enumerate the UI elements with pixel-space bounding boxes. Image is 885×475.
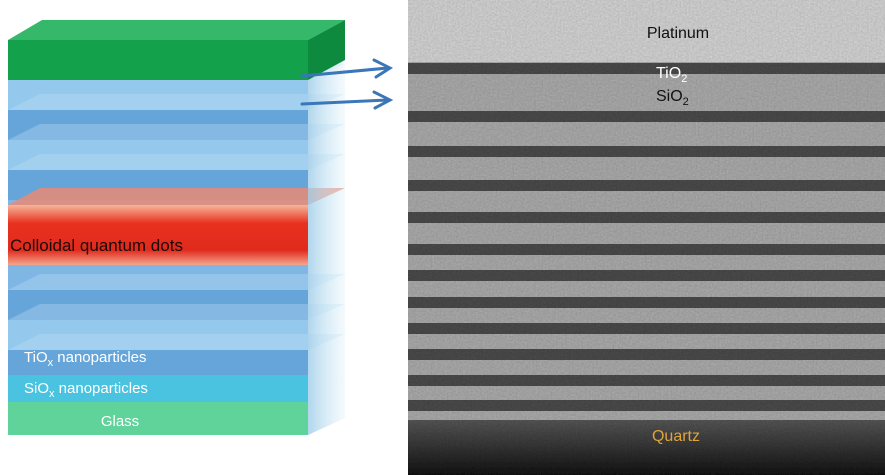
glass-label: Glass <box>101 413 139 430</box>
label-sub: 2 <box>683 96 689 108</box>
quartz-region <box>408 420 885 475</box>
glass-layer <box>8 402 308 435</box>
blue-layer-top <box>8 274 345 290</box>
top-face <box>8 20 345 40</box>
label-base: TiO <box>656 65 681 82</box>
quartz-label: Quartz <box>652 428 700 445</box>
layer-stack <box>8 20 345 435</box>
dark-stripe <box>408 244 885 255</box>
dark-stripe <box>408 323 885 334</box>
blue-layer-top <box>8 154 345 170</box>
dark-stripe <box>408 270 885 281</box>
blue-layer-top <box>8 124 345 140</box>
label-rest: nanoparticles <box>55 380 148 397</box>
dark-stripe <box>408 375 885 386</box>
micrograph <box>408 0 885 475</box>
qd-label: Colloidal quantum dots <box>10 236 183 255</box>
blue-layer-top <box>8 334 345 350</box>
dark-stripe <box>408 400 885 411</box>
dark-stripe <box>408 349 885 360</box>
blue-layer-top <box>8 304 345 320</box>
blue-layer-top <box>8 94 345 110</box>
dark-stripe <box>408 111 885 122</box>
qd-top-face <box>8 188 345 205</box>
label-base: TiO <box>24 349 48 366</box>
label-rest: nanoparticles <box>53 349 146 366</box>
label-base: SiO <box>24 380 49 397</box>
platinum-label: Platinum <box>647 25 709 42</box>
dark-stripe <box>408 63 885 74</box>
quantum-dot-layer <box>8 205 308 265</box>
dark-stripe <box>408 297 885 308</box>
label-base: SiO <box>656 88 683 105</box>
top-layer <box>8 40 308 80</box>
figure: Colloidal quantum dots TiOx nanoparticle… <box>0 0 885 475</box>
dark-stripe <box>408 146 885 157</box>
dark-stripe <box>408 212 885 223</box>
label-sub: 2 <box>681 73 687 85</box>
dark-stripe <box>408 180 885 191</box>
side-face <box>308 60 345 435</box>
